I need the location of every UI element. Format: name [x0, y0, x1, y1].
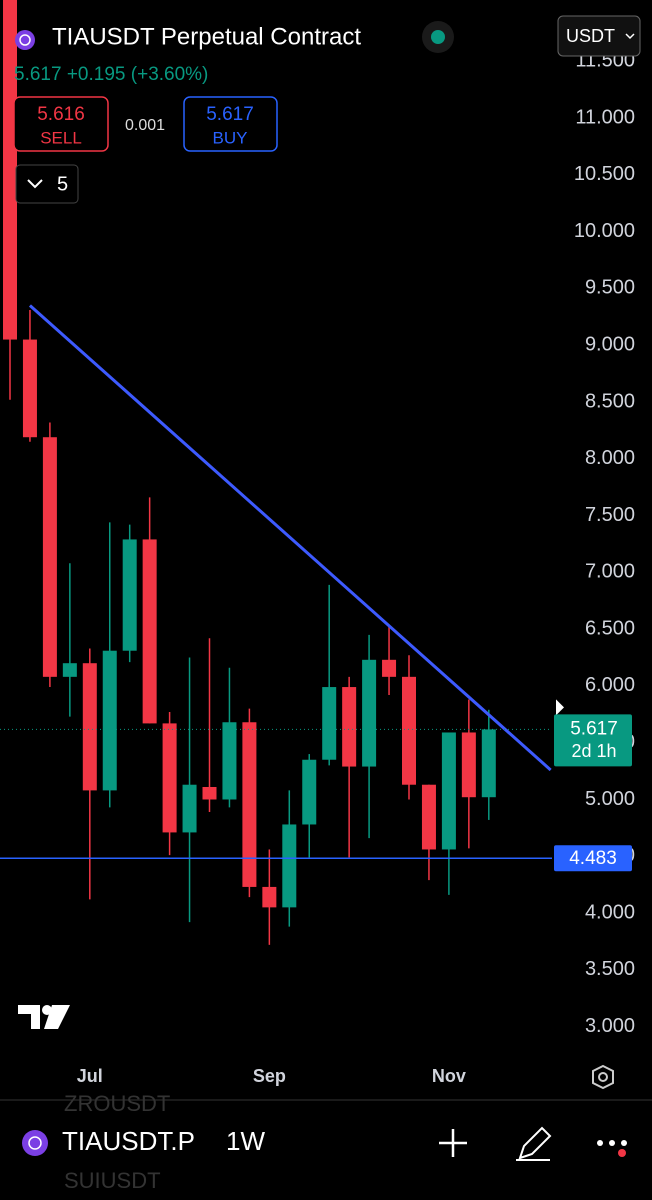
price-label-bg — [554, 845, 632, 872]
toolbar-interval[interactable]: 1W — [226, 1126, 265, 1156]
chevron — [27, 179, 43, 189]
y-tick-label: 3.000 — [585, 1015, 635, 1037]
price-label: 5.617 — [570, 718, 618, 739]
candle-body — [441, 732, 456, 850]
candle-body — [402, 676, 416, 785]
y-tick-label: 10.500 — [574, 163, 635, 185]
sell-button[interactable] — [13, 96, 109, 152]
candle-body — [322, 687, 337, 760]
y-tick-label: 11.000 — [575, 106, 635, 128]
symbol-icon-inner — [28, 1136, 42, 1150]
y-tick-label: 5.000 — [585, 788, 635, 810]
tv-logo — [42, 1005, 52, 1015]
x-tick-label: Sep — [253, 1066, 286, 1086]
y-tick-label: 7.500 — [585, 504, 635, 526]
indicators-toggle[interactable] — [15, 164, 79, 204]
trendline — [28, 304, 552, 772]
sell-label: SELL — [40, 128, 82, 147]
change-pct: (+3.60%) — [131, 64, 209, 85]
watchlist-ghost: ZROUSDT — [64, 1091, 170, 1116]
candle-body — [461, 732, 476, 798]
settings-icon — [598, 1072, 608, 1082]
candle-body — [3, 0, 17, 340]
settings-icon[interactable] — [592, 1064, 614, 1090]
y-tick-label: 7.000 — [585, 561, 635, 583]
symbol-title: TIAUSDT Perpetual Contract — [52, 23, 361, 50]
candle-body — [22, 339, 37, 438]
scroll-marker — [556, 699, 564, 716]
candle-body — [382, 659, 397, 677]
symbol-icon — [22, 1130, 48, 1156]
more-button — [621, 1140, 627, 1146]
price-axis: 3.0003.5004.0004.5005.0005.5006.0006.500… — [77, 50, 635, 1086]
currency: USDT — [566, 26, 615, 46]
plot-area — [0, 0, 552, 945]
candle-body — [302, 759, 317, 825]
candle-body — [142, 539, 157, 724]
candle-body — [222, 722, 237, 800]
spread: 0.001 — [125, 117, 165, 134]
candle-body — [262, 886, 277, 908]
add-button[interactable] — [439, 1129, 467, 1157]
watchlist-ghost: SUIUSDT — [64, 1168, 161, 1193]
symbol-icon-inner — [19, 34, 31, 46]
last-price: 5.617 — [14, 64, 62, 85]
tv-logo — [18, 1005, 70, 1029]
buy-price: 5.617 — [206, 104, 254, 125]
price-label-bg — [554, 714, 632, 767]
y-tick-label: 10.000 — [574, 220, 635, 242]
symbol-clip: TIAUSDT.P — [62, 1126, 195, 1156]
candle-body — [362, 659, 377, 767]
candle-body — [122, 539, 137, 651]
last-price: 5.617 +0.195 (+3.60%) — [14, 64, 208, 85]
more-button — [609, 1140, 615, 1146]
candle-body — [282, 824, 297, 908]
chevron — [625, 33, 635, 40]
y-tick-label: 8.500 — [585, 390, 635, 412]
toolbar-symbol[interactable]: TIAUSDT.P — [62, 1126, 195, 1156]
symbol-icon — [15, 30, 35, 50]
price-label: 4.483 — [569, 848, 617, 869]
buy-button[interactable] — [183, 96, 278, 152]
y-tick-label: 8.000 — [585, 447, 635, 469]
candle-body — [242, 722, 257, 887]
sell-price: 5.616 — [37, 104, 85, 125]
candle-body — [481, 729, 496, 798]
y-tick-label: 6.500 — [585, 617, 635, 639]
candle-body — [62, 663, 77, 677]
candle-body — [102, 650, 117, 791]
candle-body — [421, 784, 436, 850]
currency-dropdown[interactable] — [557, 15, 641, 57]
candle-body — [182, 784, 197, 833]
buy-label: BUY — [213, 128, 248, 147]
candle-body — [202, 786, 217, 800]
change: +0.195 — [67, 64, 126, 85]
more-button[interactable] — [597, 1140, 603, 1146]
y-tick-label: 9.000 — [585, 334, 635, 356]
x-tick-label: Nov — [432, 1066, 466, 1086]
candle-body — [342, 687, 357, 767]
y-tick-label: 6.000 — [585, 674, 635, 696]
candle-body — [42, 437, 57, 677]
notification-dot — [618, 1149, 626, 1157]
x-tick-label: Jul — [77, 1066, 103, 1086]
market-status — [431, 30, 445, 44]
y-tick-label: 4.000 — [585, 901, 635, 923]
y-tick-label: 9.500 — [585, 277, 635, 299]
indicator-count: 5 — [57, 173, 68, 195]
countdown: 2d 1h — [571, 741, 616, 761]
y-tick-label: 3.500 — [585, 958, 635, 980]
draw-button[interactable] — [516, 1126, 552, 1161]
candle-body — [162, 723, 177, 833]
candle-body — [82, 663, 97, 791]
